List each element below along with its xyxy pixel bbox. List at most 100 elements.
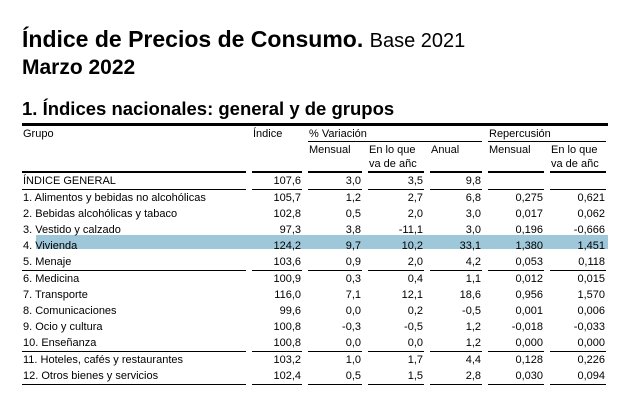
value-cell: 0,000 — [550, 335, 606, 352]
value-cell: -0,3 — [342, 321, 361, 333]
value-cell: 1,5 — [368, 368, 424, 385]
value-cell: 0,3 — [345, 273, 361, 285]
table-row: 11. Hoteles, cafés y restaurantes 103,2 1,… — [22, 352, 606, 368]
value-cell: 103,2 — [273, 354, 301, 366]
value-cell: 0,017 — [515, 208, 543, 220]
value-cell: 124,2 — [273, 240, 301, 252]
value-cell: 0,053 — [488, 254, 544, 271]
value-cell: 2,0 — [368, 254, 424, 271]
value-cell: 100,8 — [273, 321, 301, 333]
value-cell: -0,5 — [462, 305, 481, 317]
value-cell: 4,4 — [465, 354, 481, 366]
value-cell: 3,0 — [465, 208, 481, 220]
value-cell: 0,5 — [345, 208, 361, 220]
group-name: 2. Bebidas alcohólicas y tabaco — [23, 208, 178, 220]
table-row: 10. Enseñanza 100,8 0,0 0,0 1,2 0,000 0,000 — [22, 335, 606, 352]
group-name: ÍNDICE GENERAL — [22, 173, 246, 190]
value-cell: 105,7 — [273, 192, 301, 204]
value-cell: 107,6 — [252, 173, 302, 190]
value-cell: 3,5 — [368, 173, 424, 190]
table-row: 12. Otros bienes y servicios 102,4 0,5 1,5 2… — [22, 368, 606, 385]
value-cell: 10,2 — [401, 240, 423, 252]
value-cell: 100,9 — [273, 273, 301, 285]
value-cell: 0,118 — [550, 254, 606, 271]
value-cell: 100,8 — [252, 335, 302, 352]
group-name: 10. Enseñanza — [22, 335, 246, 352]
value-cell: 0,0 — [345, 305, 361, 317]
value-cell: -11,1 — [398, 224, 423, 236]
value-cell: 0,012 — [515, 273, 543, 285]
value-cell: -0,033 — [573, 321, 605, 333]
value-cell: 0,062 — [577, 208, 605, 220]
title-text: Índice de Precios de Consumo. — [22, 26, 364, 52]
value-cell: 12,1 — [401, 289, 423, 301]
value-cell: 0,196 — [515, 224, 543, 236]
row-highlight — [36, 235, 608, 249]
table-row: 1. Alimentos y bebidas no alcohólicas 105… — [22, 190, 606, 206]
group-name: 7. Transporte — [23, 289, 88, 301]
value-cell: 3,0 — [308, 173, 362, 190]
header-indice: Índice — [253, 128, 283, 140]
group-name: 9. Ocio y cultura — [23, 321, 103, 333]
value-cell: -0,018 — [511, 321, 543, 333]
header-variacion: % Variación — [308, 126, 482, 142]
table-row: ÍNDICE GENERAL 107,6 3,0 3,5 9,8 — [22, 173, 606, 190]
value-cell: 1,380 — [515, 240, 543, 252]
value-cell: 33,1 — [459, 240, 481, 252]
period-title: Marzo 2022 — [22, 56, 136, 79]
value-cell: -0,5 — [404, 321, 423, 333]
group-name: 5. Menaje — [22, 254, 246, 271]
value-cell: 7,1 — [345, 289, 361, 301]
value-cell: 0,006 — [577, 305, 605, 317]
value-cell: 0,621 — [577, 192, 605, 204]
group-name: 1. Alimentos y bebidas no alcohólicas — [23, 192, 206, 204]
header-rep-mensual: Mensual — [488, 142, 544, 173]
value-cell: 0,275 — [515, 192, 543, 204]
value-cell: 0,001 — [515, 305, 543, 317]
value-cell: 4,2 — [430, 254, 482, 271]
value-cell: 0,030 — [488, 368, 544, 385]
value-cell: 0,5 — [308, 368, 362, 385]
value-cell: 3,0 — [465, 224, 481, 236]
value-cell: 116,0 — [274, 289, 301, 301]
table-row: 6. Medicina 100,9 0,3 0,4 1,1 0,012 0,015 — [22, 271, 606, 287]
header-mensual: Mensual — [308, 142, 362, 173]
value-cell — [550, 173, 606, 190]
value-cell: 1,2 — [430, 335, 482, 352]
value-cell: 0,956 — [515, 289, 543, 301]
top-rule — [22, 123, 608, 126]
value-cell: 0,226 — [577, 354, 605, 366]
table-row: 3. Vestido y calzado 97,3 3,8 -11,1 3,0 0,196… — [22, 222, 606, 238]
table-row: 2. Bebidas alcohólicas y tabaco 102,8 0,5 2… — [22, 206, 606, 222]
value-cell: 9,7 — [345, 240, 361, 252]
value-cell: 102,4 — [252, 368, 302, 385]
header-en-lo-que: En lo que va de añc — [368, 142, 424, 173]
group-name: 3. Vestido y calzado — [23, 224, 121, 236]
section-title: 1. Índices nacionales: general y de grup… — [22, 98, 395, 119]
page-title: Índice de Precios de Consumo. Base 2021 — [22, 26, 465, 53]
value-cell: 0,0 — [308, 335, 362, 352]
value-cell: -0,666 — [573, 224, 605, 236]
header-rep-en-lo-que: En lo que va de añc — [550, 142, 606, 173]
value-cell: 1,7 — [407, 354, 423, 366]
value-cell: 0,015 — [577, 273, 605, 285]
value-cell: 0,2 — [407, 305, 423, 317]
value-cell: 2,7 — [407, 192, 423, 204]
value-cell: 0,094 — [550, 368, 606, 385]
value-cell: 97,3 — [279, 224, 301, 236]
value-cell: 0,9 — [308, 254, 362, 271]
group-name: 12. Otros bienes y servicios — [22, 368, 246, 385]
value-cell: 1,2 — [345, 192, 361, 204]
group-name: 8. Comunicaciones — [23, 305, 117, 317]
value-cell: 9,8 — [430, 173, 482, 190]
table-row: 8. Comunicaciones 99,6 0,0 0,2 -0,5 0,001 0,00… — [22, 303, 606, 319]
value-cell: 2,0 — [407, 208, 423, 220]
header-repercusion: Repercusión — [488, 126, 606, 142]
value-cell — [488, 173, 544, 190]
header-anual: Anual — [430, 142, 482, 173]
value-cell: 103,6 — [252, 254, 302, 271]
index-table: Grupo Índice % Variación Repercusión Men… — [16, 126, 612, 385]
table-row: 4. Vivienda 124,2 9,7 10,2 33,1 1,380 1,451 — [22, 238, 606, 254]
value-cell: 1,2 — [465, 321, 481, 333]
value-cell: 3,8 — [345, 224, 361, 236]
